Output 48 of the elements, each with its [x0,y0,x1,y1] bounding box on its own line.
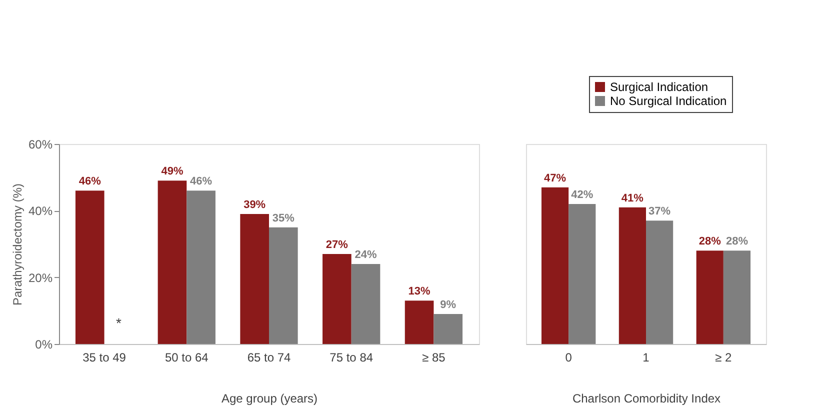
bar [618,207,646,344]
x-axis-title: Charlson Comorbidity Index [572,392,721,406]
text: 24% [354,249,377,261]
bar [322,254,352,344]
text: 39% [244,199,266,211]
text: 28% [726,236,748,248]
text: 41% [621,192,644,204]
text: 47% [544,172,566,184]
bar [404,300,434,344]
y-tick-label: 20% [28,270,53,285]
text: 46% [78,176,101,188]
annotation: * [116,315,122,331]
y-tick-label: 40% [28,204,53,218]
x-tick-label: ≥ 2 [715,350,732,364]
bar [158,180,187,344]
text: 42% [571,189,594,201]
text: 28% [698,236,721,248]
text: 49% [161,166,184,178]
text: 46% [190,176,212,188]
y-axis-title: Parathyroidectomy (%) [10,183,24,306]
bar [240,214,269,344]
bar [696,250,724,344]
x-tick-label: 35 to 49 [82,350,126,364]
x-tick-label: 65 to 74 [247,350,292,364]
y-tick-label: 0% [35,338,53,352]
text: 9% [440,299,456,311]
text: 27% [326,239,348,251]
text: 35% [272,212,294,224]
bar [541,187,569,344]
bar [646,220,674,344]
legend-label: Surgical Indication [610,80,708,94]
bar [723,250,751,344]
y-tick-label: 60% [28,138,53,152]
bar [568,204,596,344]
bar [269,227,298,344]
text: 13% [408,286,430,298]
x-tick-label: 75 to 84 [330,350,374,364]
bar [351,264,380,344]
bar [186,190,216,344]
text: 37% [648,206,671,218]
x-axis-title: Age group (years) [221,392,318,406]
x-tick-label: 0 [565,350,572,364]
bar [434,314,463,344]
bar [75,190,104,344]
legend-label: No Surgical Indication [610,94,727,108]
x-tick-label: 50 to 64 [164,350,209,364]
x-tick-label: 1 [642,350,650,364]
x-tick-label: ≥ 85 [422,350,446,364]
